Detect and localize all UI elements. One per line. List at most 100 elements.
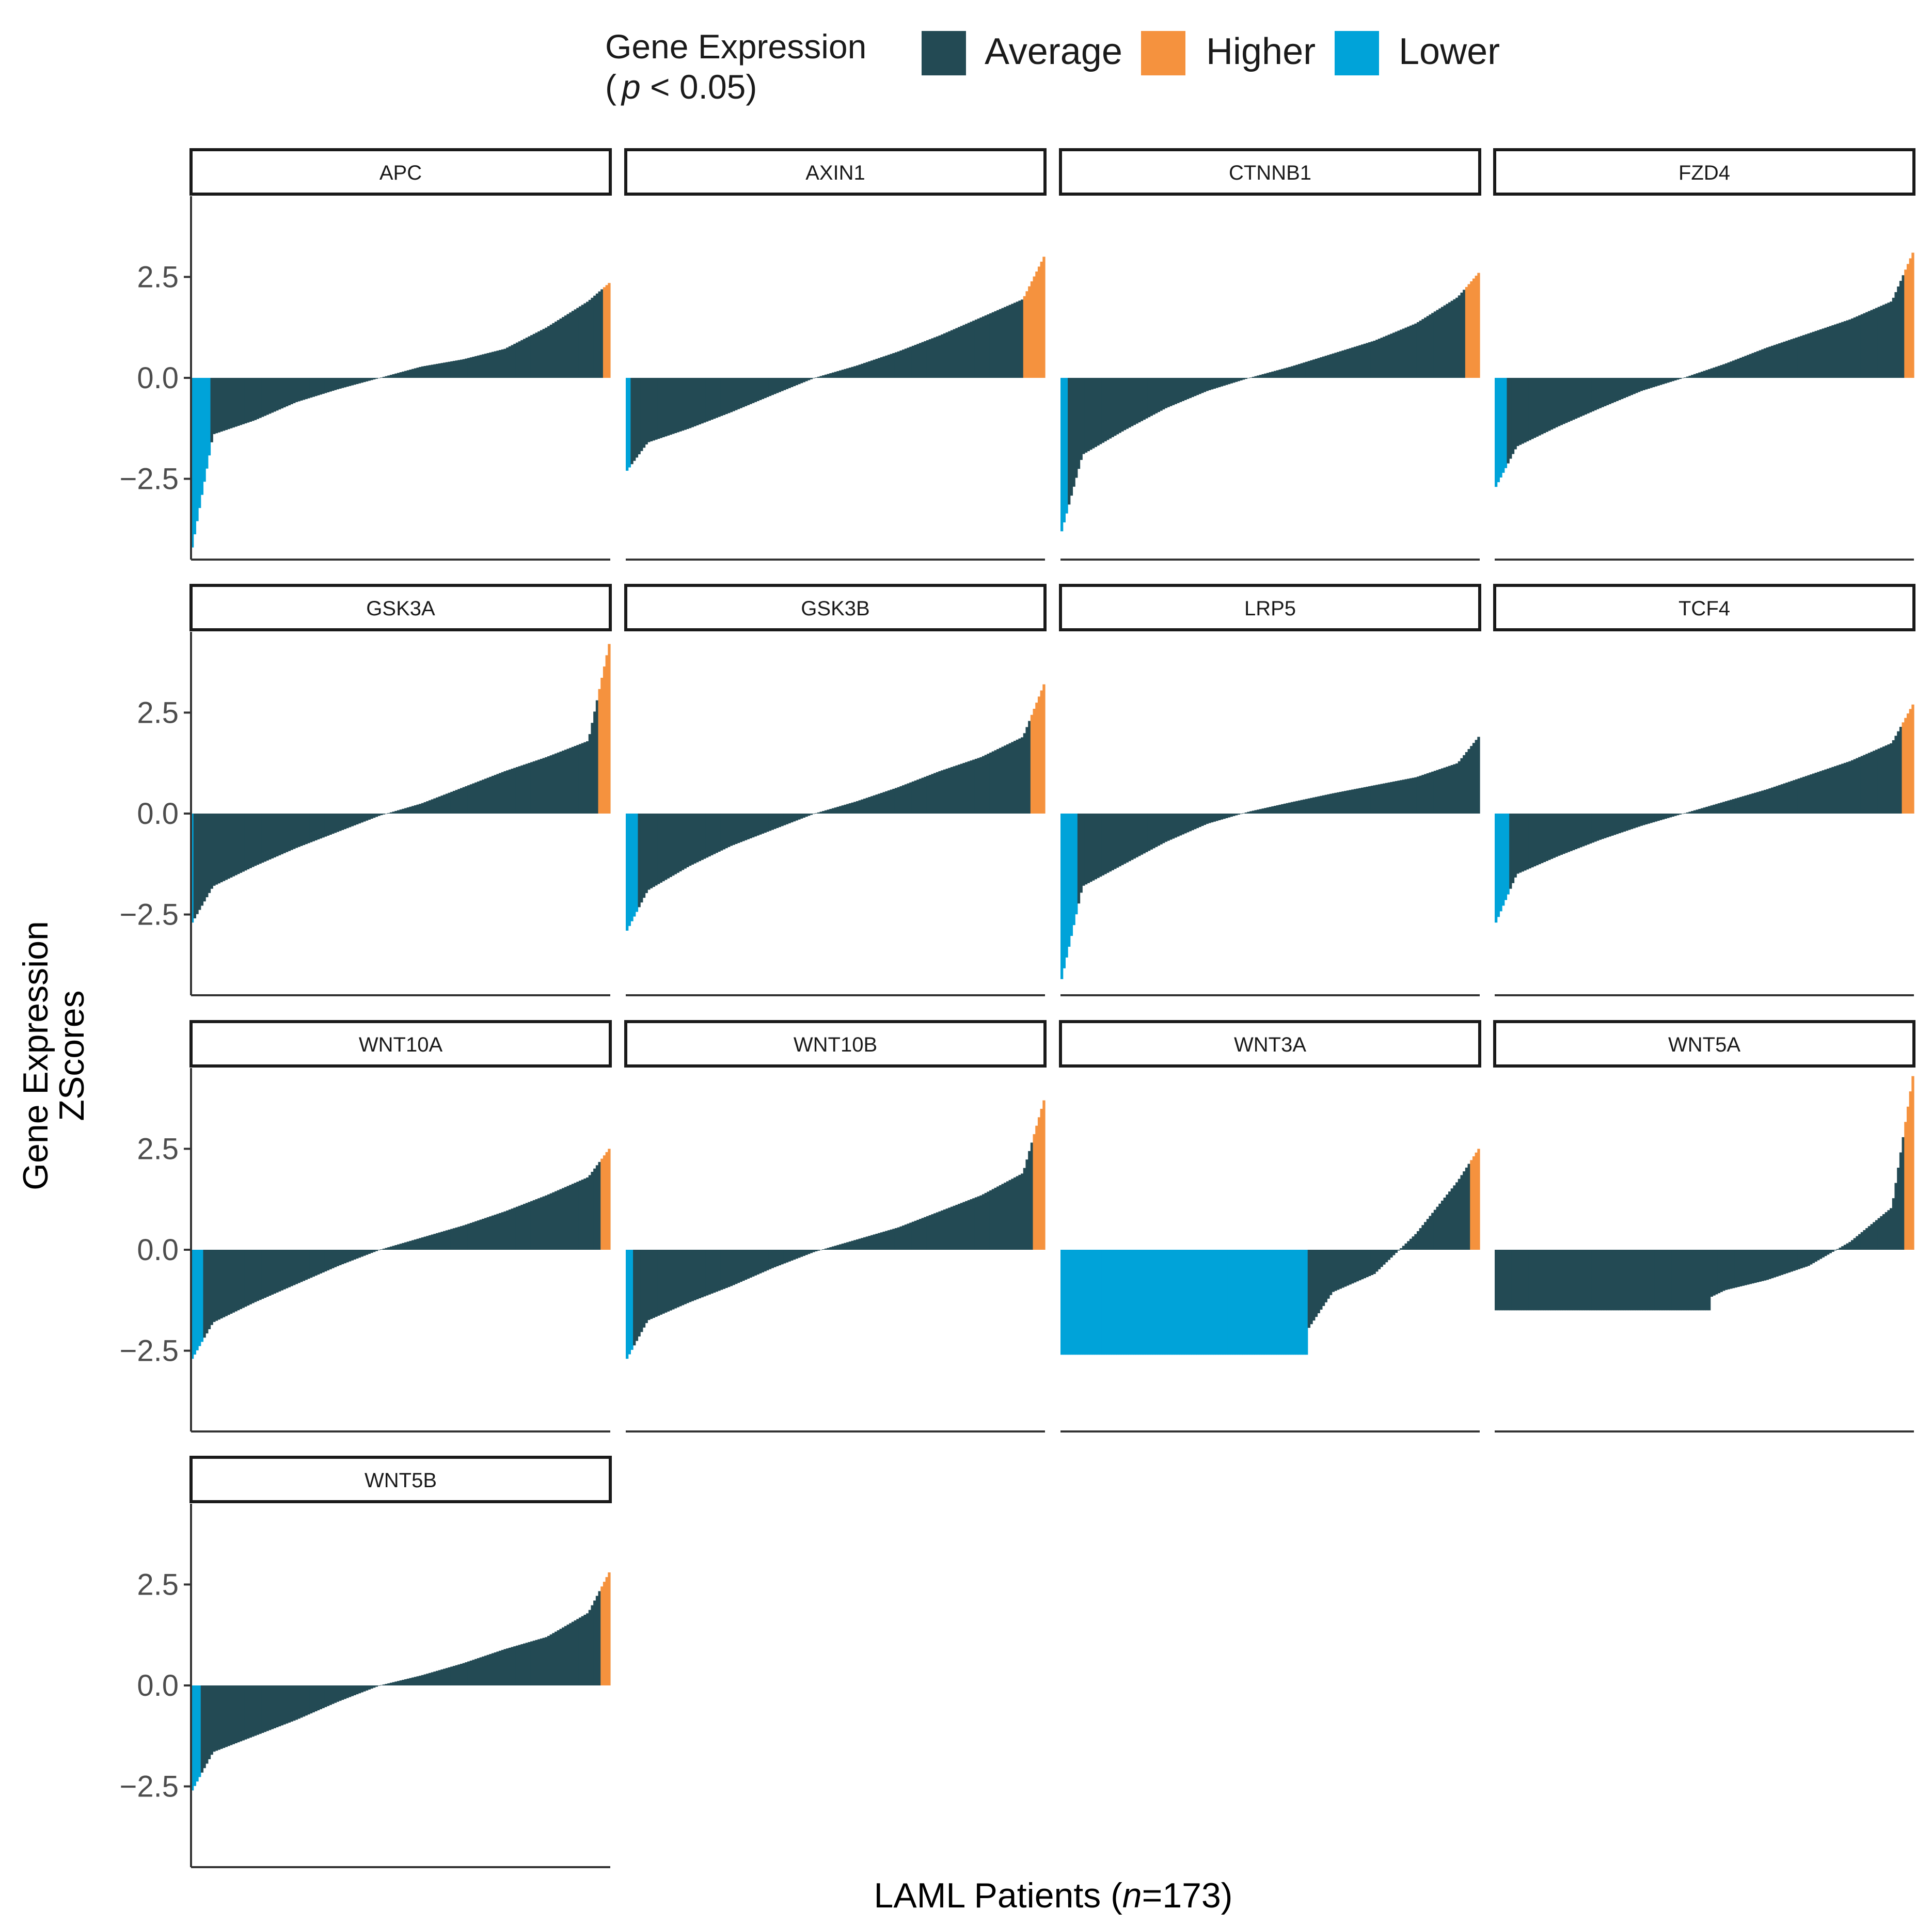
bar [557,752,560,814]
bar [1257,1250,1260,1355]
bar [1911,1076,1914,1250]
bar [1375,1250,1379,1272]
bar [353,1685,356,1695]
bar [389,1246,393,1250]
bar [1667,814,1670,818]
bar [452,361,456,378]
bar [280,1250,283,1291]
bar [902,785,905,814]
bar [761,814,765,834]
bar [1063,814,1066,968]
bar [759,814,762,835]
bar [525,1643,529,1685]
bar [1749,794,1752,814]
bar [788,1250,791,1262]
bar [1203,814,1207,825]
bar [443,794,446,814]
bar [1642,1250,1645,1311]
legend-label-lower: Lower [1399,31,1500,72]
bar [1570,378,1573,421]
bar [1225,378,1228,385]
bar [928,1215,931,1250]
bar [1734,1250,1737,1288]
bar [1688,811,1691,814]
bar [1700,808,1704,814]
bar [1720,802,1723,814]
bar [1414,323,1417,378]
bar [1337,352,1340,378]
bar [1443,1197,1446,1250]
bar [1700,371,1704,378]
bar [1023,296,1026,378]
strip-label: WNT5A [1668,1033,1740,1056]
bar [1126,1250,1129,1355]
bar [1341,350,1344,378]
bar [1108,814,1112,872]
bar [1744,356,1747,378]
bar [662,1250,665,1314]
bar [513,344,516,378]
bar [203,1685,206,1769]
bar [1531,1250,1534,1311]
bar [286,1685,289,1724]
bar [938,335,941,378]
bar [583,1615,587,1685]
bar [1776,1250,1779,1277]
bar [489,1216,492,1250]
bar [870,1235,874,1250]
bar [1598,378,1602,408]
bar [1511,1250,1515,1311]
bar [1688,375,1691,378]
bar [1863,313,1866,378]
bar [1594,378,1597,410]
bar [953,329,956,378]
bar [1664,1250,1667,1311]
bar [322,378,325,394]
bar [1234,814,1238,816]
bar [1621,378,1624,400]
bar [880,792,883,814]
bar [1836,765,1840,814]
bar [931,338,934,378]
bar [397,810,400,814]
bar [1276,805,1279,814]
bar [715,1250,718,1292]
bar [727,814,731,847]
bar [603,287,606,378]
bar [234,378,237,427]
bar [1698,372,1701,378]
bar [578,1617,582,1685]
bar [1363,1250,1366,1279]
bar [196,814,199,914]
bar [273,1250,276,1294]
bar [1402,779,1405,814]
bar [1315,1250,1318,1317]
bar [1344,1250,1347,1287]
bar [1865,1228,1868,1250]
bar [730,814,733,846]
bar [725,378,728,415]
bar [508,769,512,814]
bar [776,378,779,393]
bar [419,1676,422,1685]
bar [1174,378,1177,404]
bar [768,814,772,831]
bar [494,1215,497,1250]
bar [271,1685,274,1729]
bar [1533,1250,1537,1311]
bar [329,1685,332,1705]
bar [742,1250,745,1281]
bar [564,315,567,378]
bar [322,814,325,838]
bar [1145,1250,1148,1355]
bar [885,355,888,378]
bar [1259,1250,1262,1355]
bar [1640,1250,1643,1311]
bar [1169,378,1173,406]
bar [467,358,470,378]
bar [448,1229,451,1250]
bar [1678,378,1682,379]
bar [1305,799,1308,814]
bar [203,378,206,482]
bar [571,1621,575,1685]
